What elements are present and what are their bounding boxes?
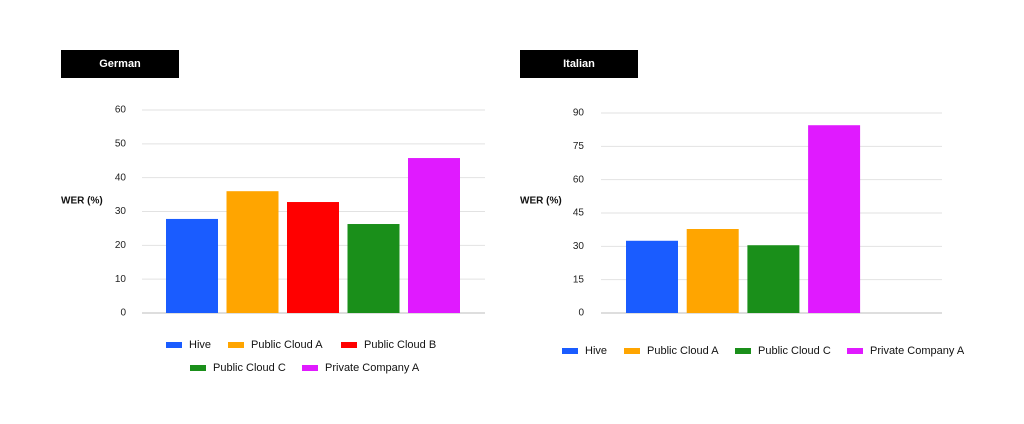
y-tick-label: 15 [573, 274, 585, 285]
legend-swatch [341, 342, 357, 348]
y-tick-label: 20 [115, 240, 127, 251]
legend-swatch [735, 348, 751, 354]
y-tick-label: 45 [573, 208, 585, 219]
chart-title: German [61, 50, 179, 78]
legend-swatch [166, 342, 182, 348]
y-tick-label: 50 [115, 138, 127, 149]
legend-item: Public Cloud C [190, 362, 286, 374]
legend-label: Hive [189, 339, 211, 351]
legend-item: Hive [562, 345, 607, 357]
legend-swatch [190, 365, 206, 371]
legend-label: Private Company A [870, 345, 965, 357]
legend-item: Public Cloud A [228, 339, 323, 351]
legend-swatch [302, 365, 318, 371]
y-tick-label: 0 [120, 308, 126, 319]
legend-item: Public Cloud A [624, 345, 719, 357]
bar-private-company-a [408, 158, 460, 313]
legend-label: Public Cloud B [364, 339, 436, 351]
legend-swatch [847, 348, 863, 354]
legend-item: Private Company A [302, 362, 420, 374]
y-tick-label: 90 [573, 108, 585, 119]
legend-swatch [624, 348, 640, 354]
bar-public-cloud-a [226, 191, 279, 313]
legend-item: Private Company A [847, 345, 965, 357]
legend-label: Private Company A [325, 362, 420, 374]
legend-label: Public Cloud A [647, 345, 719, 357]
legend-item: Public Cloud B [341, 339, 436, 351]
y-tick-label: 0 [578, 308, 584, 319]
y-tick-label: 60 [573, 174, 585, 185]
legend-item: Public Cloud C [735, 345, 831, 357]
legend-item: Hive [166, 339, 211, 351]
legend-label: Public Cloud A [251, 339, 323, 351]
y-tick-label: 30 [115, 206, 127, 217]
bar-hive [626, 240, 678, 313]
german-chart: WER (%) 0 10 20 30 40 50 60 Hive Public Cloud A Pu… [61, 105, 485, 374]
legend-label: Hive [585, 345, 607, 357]
italian-chart-panel: Italian WER (%) 0 15 30 45 60 75 90 Hive Public C… [512, 0, 1024, 424]
legend-swatch [562, 348, 578, 354]
y-tick-label: 30 [573, 241, 585, 252]
bar-public-cloud-a [686, 229, 739, 313]
italian-chart: WER (%) 0 15 30 45 60 75 90 Hive Public Cloud A Pu… [520, 108, 965, 357]
bar-hive [166, 218, 218, 313]
bar-public-cloud-c [347, 224, 400, 313]
legend-label: Public Cloud C [213, 362, 286, 374]
german-chart-panel: German WER (%) 0 10 20 30 40 50 60 Hive Public Cl… [61, 50, 485, 374]
chart-title: Italian [520, 50, 638, 78]
y-tick-label: 10 [115, 274, 127, 285]
bar-private-company-a [808, 125, 861, 313]
bar-public-cloud-b [287, 202, 339, 313]
y-axis-label: WER (%) [520, 196, 562, 207]
y-tick-label: 60 [115, 105, 127, 116]
legend-label: Public Cloud C [758, 345, 831, 357]
y-tick-label: 40 [115, 172, 127, 183]
bar-public-cloud-c [747, 245, 800, 313]
y-tick-label: 75 [573, 141, 585, 152]
legend-swatch [228, 342, 244, 348]
y-axis-label: WER (%) [61, 196, 103, 207]
